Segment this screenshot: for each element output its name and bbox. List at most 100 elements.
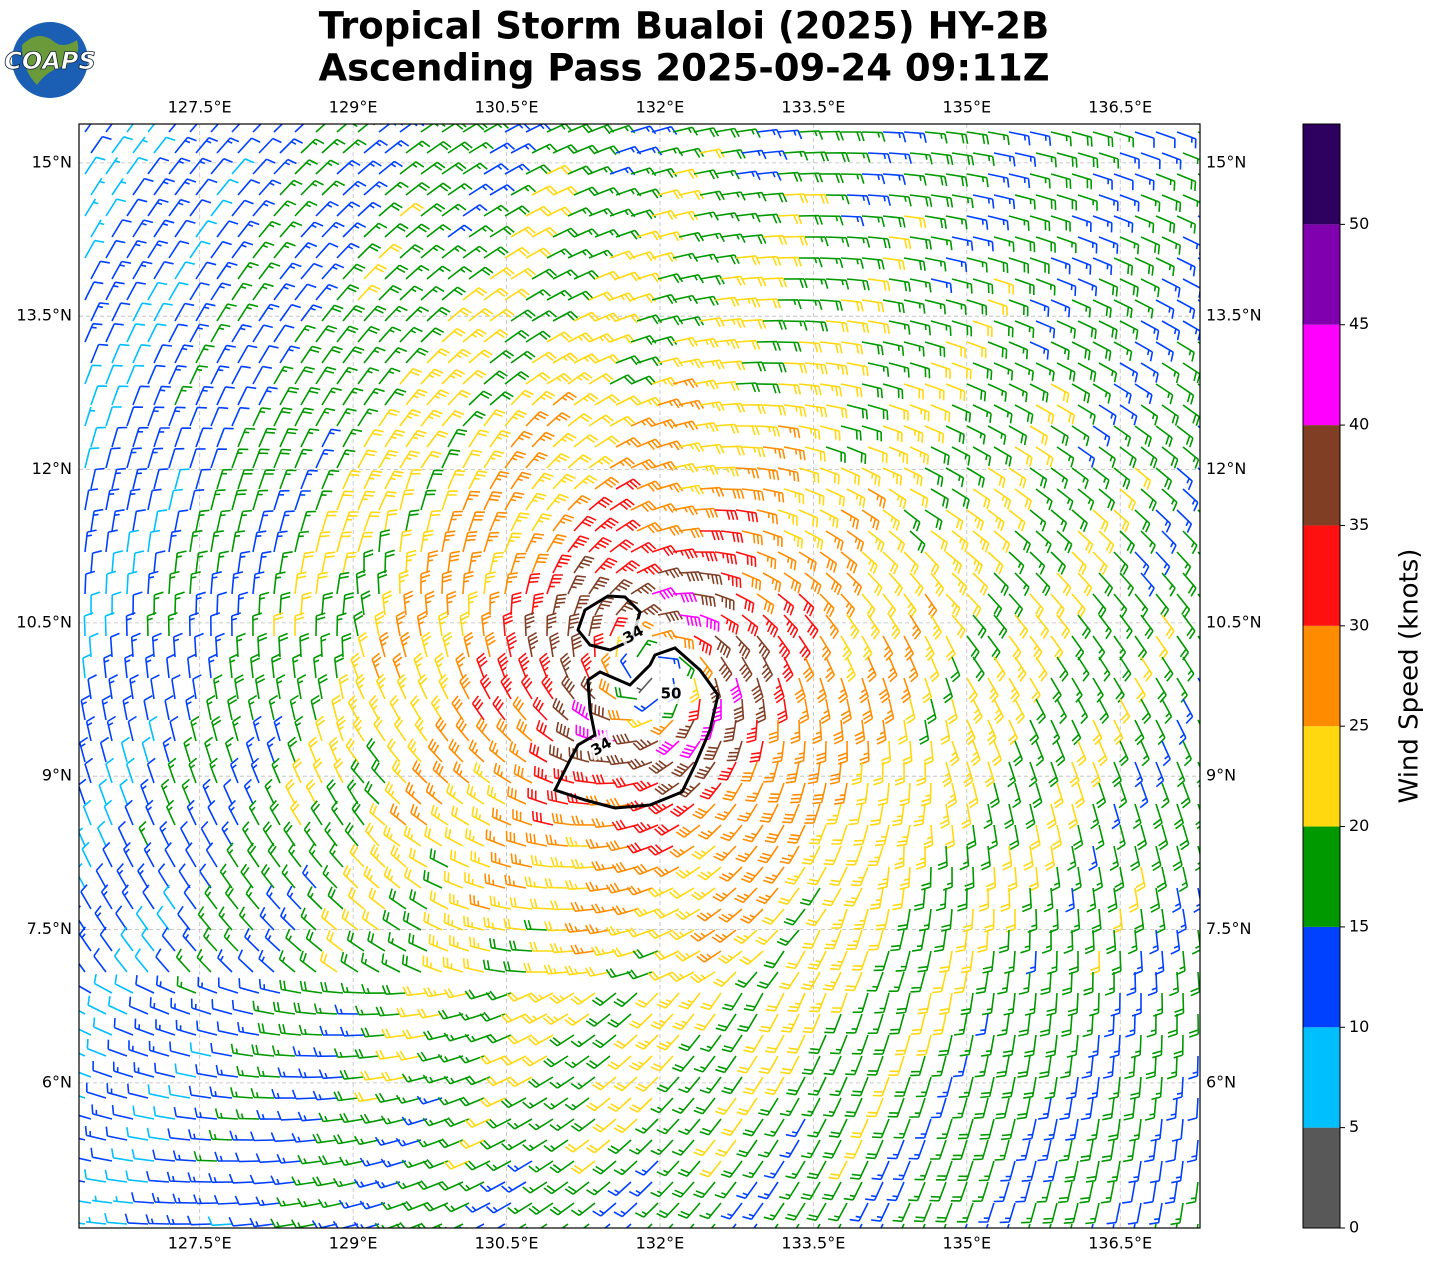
wind-barb	[678, 571, 704, 582]
wind-barb	[1050, 593, 1065, 618]
wind-barb	[216, 303, 237, 322]
wind-barb	[237, 261, 259, 280]
wind-barb	[551, 813, 575, 826]
wind-barb	[357, 160, 382, 175]
wind-barb	[1071, 425, 1090, 447]
wind-barb	[552, 269, 579, 280]
wind-barb	[1049, 1223, 1052, 1228]
wind-barb	[91, 1104, 113, 1120]
wind-barb	[195, 136, 218, 154]
wind-barb	[903, 299, 926, 314]
wind-barb	[174, 427, 192, 448]
wind-barb	[756, 340, 781, 351]
wind-barb	[594, 312, 621, 323]
wind-barb	[783, 614, 799, 639]
wind-barb	[1077, 320, 1097, 340]
wind-barb	[131, 1192, 155, 1204]
wind-barb	[531, 472, 554, 490]
wind-barb	[312, 1176, 338, 1187]
wind-barb	[1041, 929, 1052, 954]
wind-barb	[951, 404, 972, 423]
wind-barb	[1079, 1181, 1094, 1204]
wind-barb	[208, 1129, 233, 1141]
wind-barb	[951, 194, 974, 209]
wind-barb	[1008, 131, 1031, 146]
wind-barb	[567, 248, 594, 259]
y-tick-label: 7.5°N	[1206, 919, 1251, 938]
wind-barb	[79, 1114, 92, 1120]
wind-barb	[399, 202, 424, 217]
wind-barb	[483, 246, 509, 259]
wind-barb	[812, 782, 827, 805]
wind-barb	[483, 287, 509, 301]
wind-barb	[336, 571, 350, 595]
wind-barb	[714, 593, 735, 611]
wind-barb	[1085, 1202, 1100, 1225]
wind-barb	[651, 460, 678, 471]
wind-barb	[772, 740, 785, 764]
wind-barb	[819, 299, 843, 311]
wind-barb	[909, 278, 932, 293]
wind-barb	[834, 782, 848, 805]
wind-barb	[543, 1139, 569, 1152]
wind-barb	[1119, 320, 1139, 340]
wind-barb	[79, 1157, 92, 1162]
wind-barb	[546, 574, 563, 595]
wind-barb	[381, 1028, 407, 1039]
wind-barb	[636, 230, 663, 241]
wind-barb	[215, 1064, 239, 1078]
wind-barb	[825, 194, 850, 205]
wind-barb	[741, 530, 763, 546]
wind-barb	[79, 1137, 86, 1141]
wind-barb	[111, 260, 132, 280]
wind-barb	[1107, 887, 1118, 913]
wind-barb	[455, 652, 466, 679]
wind-barb	[980, 1034, 995, 1057]
wind-barb	[711, 699, 722, 723]
wind-barb	[1036, 1181, 1052, 1203]
wind-barb	[248, 799, 260, 826]
wind-barb	[656, 992, 680, 1009]
wind-barb	[937, 845, 948, 871]
wind-barb	[1098, 362, 1118, 383]
colorbar-label: Wind Speed (knots)	[1395, 549, 1425, 804]
wind-barb	[942, 761, 953, 788]
wind-barb	[720, 445, 746, 456]
wind-barb	[273, 448, 292, 469]
wind-barb	[152, 1149, 176, 1162]
colorbar-tick-label: 40	[1349, 415, 1369, 434]
wind-barb	[773, 677, 785, 704]
wind-barb	[693, 1097, 716, 1115]
wind-barb	[1079, 1139, 1094, 1162]
wind-barb	[585, 881, 611, 892]
wind-barb	[699, 1160, 722, 1178]
wind-barb	[510, 309, 536, 322]
wind-barb	[462, 449, 483, 469]
wind-barb	[264, 928, 281, 952]
wind-barb	[1113, 215, 1134, 233]
wind-barb	[972, 530, 990, 553]
wind-barb	[1098, 530, 1115, 554]
wind-barb	[626, 758, 653, 770]
wind-barb	[1176, 383, 1195, 405]
wind-barb	[105, 529, 118, 553]
wind-barb	[150, 674, 160, 700]
wind-barb	[270, 1175, 296, 1186]
wind-barb	[271, 1088, 296, 1099]
wind-barb	[924, 257, 947, 272]
wind-barb	[615, 478, 642, 490]
wind-barb	[132, 260, 153, 280]
wind-barb	[735, 212, 761, 223]
wind-barb	[861, 173, 886, 185]
wind-barb	[846, 152, 871, 163]
wind-barb	[1155, 299, 1175, 319]
wind-barb	[573, 186, 600, 197]
wind-barb	[117, 820, 128, 847]
wind-barb	[485, 829, 506, 847]
wind-barb	[238, 906, 254, 931]
wind-barb	[1035, 404, 1055, 425]
wind-barb	[231, 241, 254, 259]
wind-barb	[798, 467, 820, 484]
wind-barb	[210, 1042, 233, 1057]
wind-barb	[867, 362, 890, 377]
